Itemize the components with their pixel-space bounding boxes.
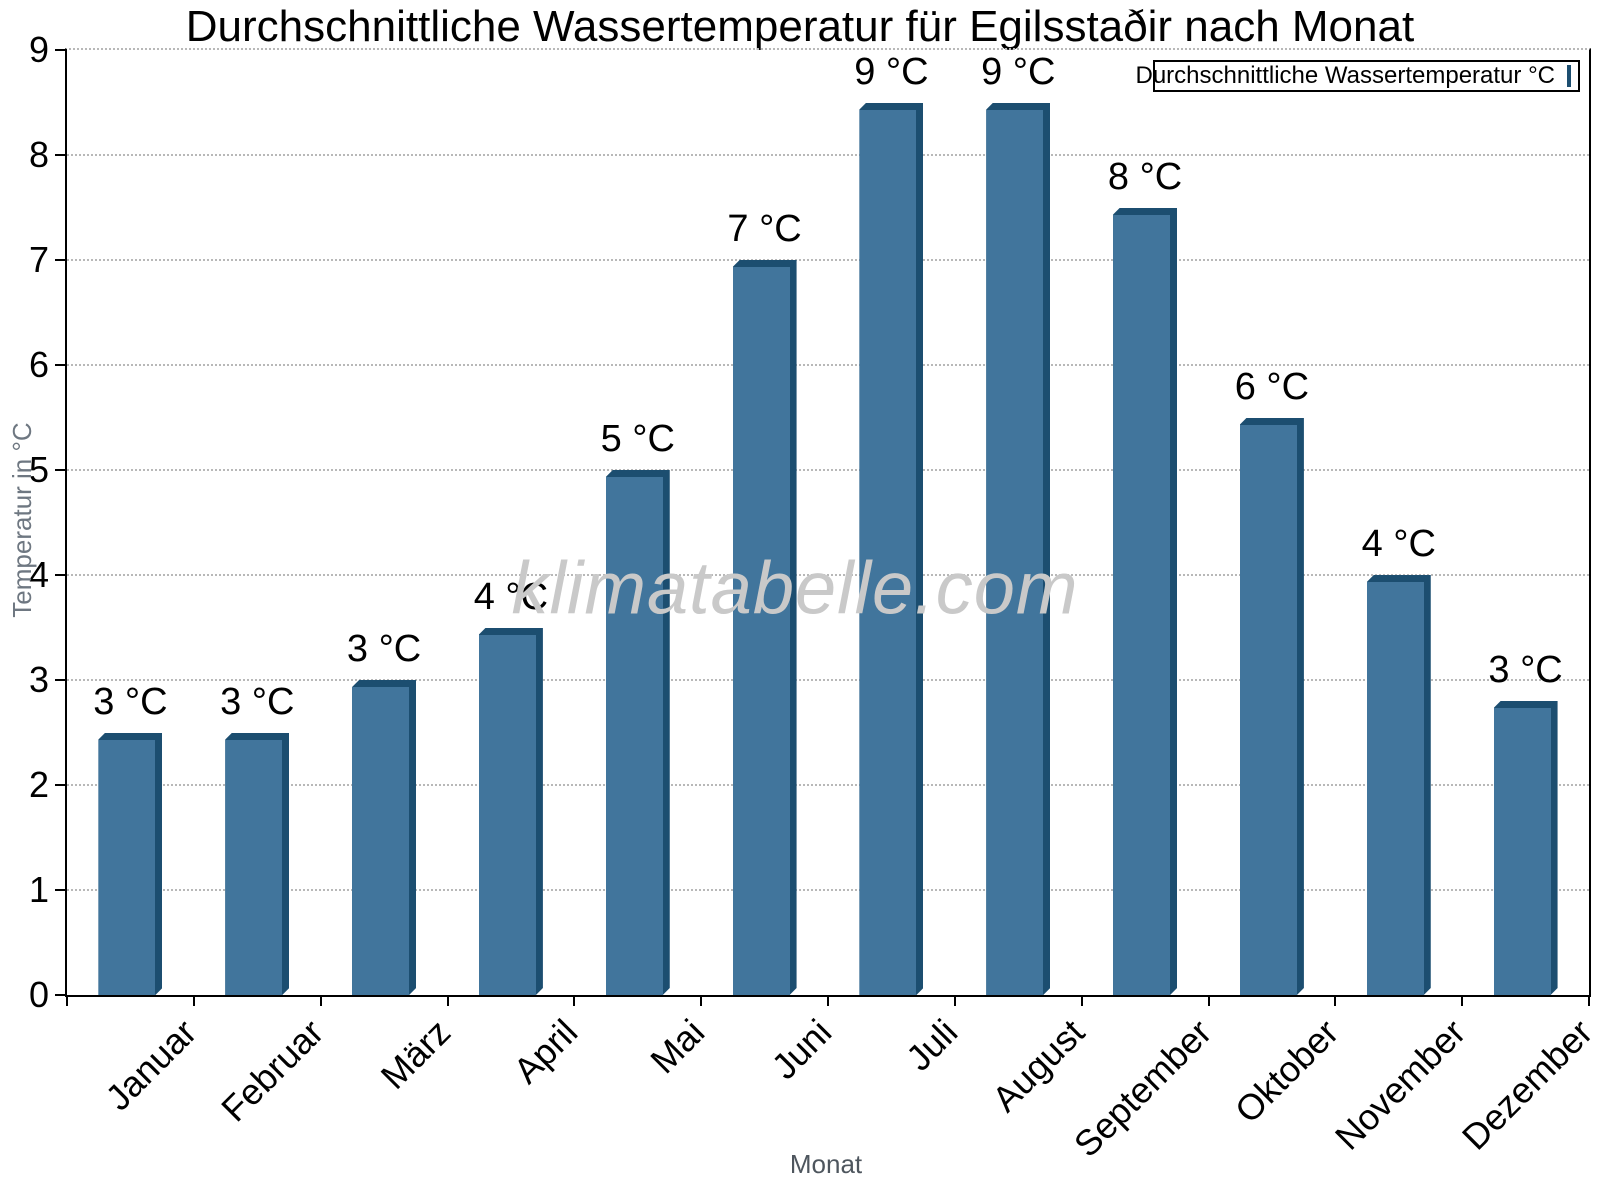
- y-tick-label: 3: [28, 659, 49, 700]
- bar-face: [1113, 215, 1170, 996]
- bar: [1113, 208, 1177, 996]
- y-tick-label: 8: [28, 134, 49, 175]
- bar: [1240, 418, 1304, 996]
- gridline: [67, 259, 1589, 261]
- x-tick: [700, 995, 703, 1006]
- bar-value-label: 6 °C: [1234, 365, 1310, 408]
- bar: [606, 470, 670, 995]
- y-tick-label: 0: [28, 974, 49, 1015]
- y-tick: [55, 49, 67, 51]
- x-tick: [319, 995, 322, 1006]
- bar-face: [352, 687, 409, 995]
- bar-face: [1367, 582, 1424, 995]
- x-tick: [192, 995, 195, 1006]
- bar-body: [225, 733, 289, 996]
- bar-value-label: 4 °C: [1361, 523, 1436, 565]
- legend-label: Durchschnittliche Wassertemperatur °C: [1135, 62, 1555, 89]
- x-tick: [573, 995, 576, 1006]
- y-tick: [55, 154, 67, 156]
- bar-value-label: 5 °C: [600, 418, 675, 460]
- x-tick: [827, 995, 829, 1006]
- bar-face: [479, 635, 536, 996]
- x-tick: [1080, 995, 1083, 1006]
- bar: [859, 103, 923, 996]
- bar-value-label: 4 °C: [473, 575, 549, 618]
- bar-body: [606, 470, 670, 995]
- bar-body: [859, 103, 923, 996]
- bar-body: [1494, 701, 1558, 995]
- bar-face: [859, 110, 916, 996]
- gridline: [67, 364, 1589, 366]
- y-tick-label: 5: [28, 449, 49, 490]
- bar: [733, 260, 797, 995]
- bar: [225, 733, 289, 996]
- y-tick: [55, 889, 67, 891]
- y-tick: [55, 574, 67, 576]
- bar: [1494, 701, 1558, 995]
- bar-face: [98, 740, 155, 996]
- y-tick: [55, 364, 67, 366]
- legend-swatch-icon: [1567, 65, 1571, 87]
- bar-face: [986, 110, 1043, 996]
- bar-body: [1240, 418, 1304, 996]
- gridline: [67, 154, 1589, 156]
- x-tick: [1461, 995, 1464, 1006]
- bar-value-label: 7 °C: [727, 208, 802, 250]
- bar-face: [1240, 425, 1297, 996]
- bar-body: [1367, 575, 1431, 995]
- bar-face: [606, 477, 663, 995]
- gridline: [67, 784, 1589, 786]
- gridline: [67, 889, 1589, 891]
- y-tick: [55, 994, 67, 996]
- gridline: [67, 574, 1589, 576]
- x-tick: [1588, 995, 1590, 1006]
- bar-face: [225, 740, 282, 996]
- bar-body: [98, 733, 162, 996]
- y-tick-label: 6: [28, 344, 49, 385]
- gridline: [67, 679, 1589, 681]
- bar-face: [1494, 708, 1551, 995]
- bar-body: [733, 260, 797, 995]
- bar-value-label: 3 °C: [1488, 649, 1563, 691]
- x-tick: [1207, 995, 1210, 1006]
- bar: [1367, 575, 1431, 995]
- bar: [986, 103, 1050, 996]
- y-tick-label: 7: [28, 239, 49, 280]
- bar-face: [733, 267, 790, 995]
- bar-value-label: 3 °C: [93, 680, 168, 723]
- legend: Durchschnittliche Wassertemperatur °C: [1135, 60, 1580, 92]
- bar: [479, 628, 543, 996]
- bar-body: [352, 680, 416, 995]
- bar: [352, 680, 416, 995]
- bar-body: [986, 103, 1050, 996]
- y-axis-title: Temperatur in °C: [7, 422, 37, 618]
- y-tick: [55, 259, 67, 261]
- chart-title: Durchschnittliche Wassertemperatur für E…: [185, 2, 1415, 51]
- bar-value-label: 9 °C: [854, 50, 929, 93]
- bar-value-label: 9 °C: [981, 50, 1056, 93]
- watermark: klimatabelle.com: [511, 546, 1079, 630]
- x-tick: [953, 995, 956, 1006]
- x-tick: [446, 995, 449, 1006]
- y-tick-label: 4: [28, 554, 49, 595]
- x-tick: [1334, 995, 1337, 1006]
- x-axis-title: Monat: [789, 1149, 863, 1179]
- bar-body: [1113, 208, 1177, 996]
- bar: [98, 733, 162, 996]
- bar-value-label: 3 °C: [220, 680, 295, 723]
- x-tick: [66, 995, 68, 1006]
- y-tick: [55, 784, 67, 786]
- y-tick-label: 1: [28, 869, 49, 910]
- y-tick-label: 9: [28, 29, 49, 70]
- gridline: [67, 469, 1589, 471]
- bar-value-label: 3 °C: [346, 628, 422, 670]
- y-tick: [55, 679, 67, 681]
- y-tick-label: 2: [28, 764, 49, 805]
- bar-body: [479, 628, 543, 996]
- bar-value-label: 8 °C: [1107, 155, 1183, 198]
- y-tick: [55, 469, 67, 471]
